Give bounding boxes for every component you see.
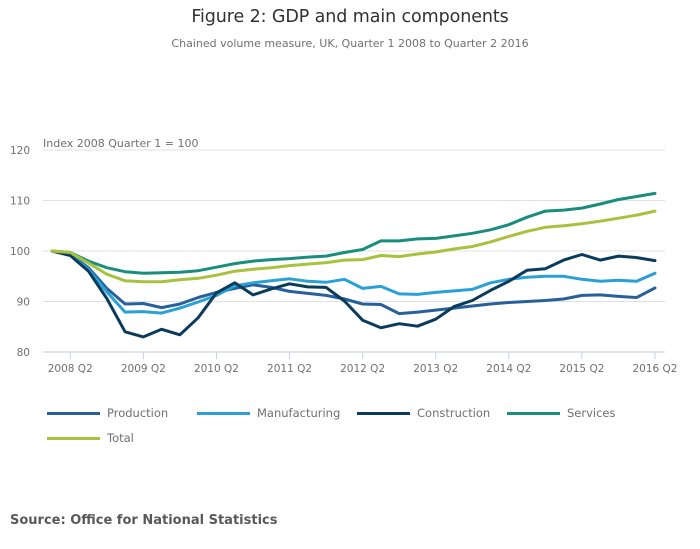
legend-swatch [357,411,410,415]
legend-item-total[interactable]: Total [47,431,134,445]
y-tick-label: 100 [10,246,30,258]
y-tick-labels: 80 90 100 110 120 [10,145,30,359]
legend-item-construction[interactable]: Construction [357,406,490,420]
series-total [50,209,657,284]
legend-swatch [47,436,100,440]
series-line-manufacturing [50,249,657,315]
x-tick-label: 2015 Q2 [559,363,604,375]
legend-swatch [197,411,250,415]
series-construction [50,249,657,339]
y-tick-label: 80 [17,347,30,359]
source-note: Source: Office for National Statistics [10,513,278,528]
legend-swatch [47,411,100,415]
y-tick-label: 90 [17,297,30,309]
legend-item-services[interactable]: Services [507,406,616,420]
series-manufacturing [50,249,657,315]
x-axis: 2008 Q2 2009 Q2 2010 Q2 2011 Q2 2012 Q2 2013 … [43,351,678,375]
legend-item-manufacturing[interactable]: Manufacturing [197,406,340,420]
x-tick-label: 2013 Q2 [413,363,458,375]
x-tick-label: 2011 Q2 [267,363,312,375]
legend-swatch [507,411,560,415]
series-line-construction [50,249,657,339]
legend-item-production[interactable]: Production [47,406,168,420]
legend-label: Production [107,406,169,420]
legend-label: Total [107,431,134,445]
legend-label: Construction [417,406,491,420]
series-lines [50,191,657,339]
y-axis-label: Index 2008 Quarter 1 = 100 [43,137,198,150]
series-line-total [50,209,657,284]
series-line-production [50,249,657,316]
line-chart: Index 2008 Quarter 1 = 100 80 90 100 110 120… [10,137,678,375]
x-tick-label: 2016 Q2 [632,363,677,375]
chart-subtitle: Chained volume measure, UK, Quarter 1 20… [171,37,529,50]
x-tick-label: 2012 Q2 [340,363,385,375]
series-line-services [50,191,657,275]
legend-label: Manufacturing [257,406,341,420]
y-tick-label: 120 [10,145,30,157]
x-tick-label: 2014 Q2 [486,363,531,375]
chart-title: Figure 2: GDP and main components [191,7,509,27]
legend-label: Services [567,406,616,420]
x-tick-label: 2010 Q2 [194,363,239,375]
y-tick-label: 110 [10,196,30,208]
x-tick-label: 2009 Q2 [121,363,166,375]
x-tick-label: 2008 Q2 [48,363,93,375]
